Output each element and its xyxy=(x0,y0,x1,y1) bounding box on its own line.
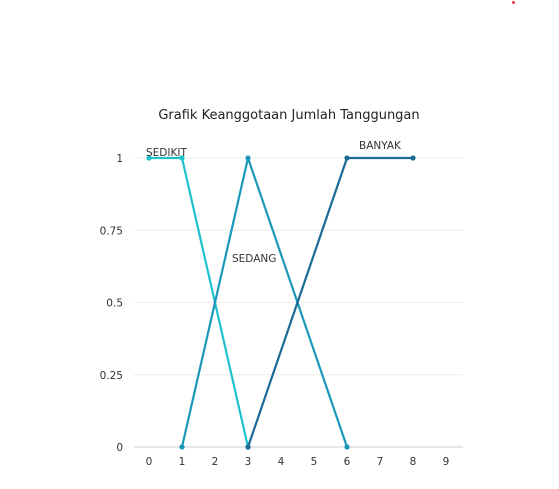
data-point-sedang xyxy=(344,444,350,450)
y-tick-label: 0.5 xyxy=(106,298,123,310)
x-tick-label: 1 xyxy=(179,456,186,468)
data-point-banyak xyxy=(245,444,251,450)
data-point-sedikit xyxy=(179,155,185,161)
x-tick-label: 8 xyxy=(410,456,417,468)
y-tick-label: 0 xyxy=(116,442,123,454)
x-tick-label: 4 xyxy=(278,456,285,468)
data-point-banyak xyxy=(410,155,416,161)
data-point-banyak xyxy=(344,155,350,161)
x-tick-label: 7 xyxy=(377,456,384,468)
x-tick-label: 9 xyxy=(443,456,450,468)
series-label-sedang: SEDANG xyxy=(232,253,276,265)
y-tick-label: 1 xyxy=(116,153,123,165)
y-tick-label: 0.75 xyxy=(100,225,123,237)
y-axis-ticks: 0 0.25 0.5 0.75 1 xyxy=(100,153,123,454)
x-tick-label: 3 xyxy=(245,456,252,468)
x-axis-ticks: 0 1 2 3 4 5 6 7 8 9 xyxy=(146,456,450,468)
y-tick-label: 0.25 xyxy=(100,370,123,382)
x-tick-label: 5 xyxy=(311,456,318,468)
data-point-sedang xyxy=(179,444,185,450)
data-point-sedang xyxy=(245,155,251,161)
series-label-sedikit: SEDIKIT xyxy=(146,147,187,159)
data-point-sedikit xyxy=(146,155,152,161)
x-tick-label: 0 xyxy=(146,456,153,468)
corner-marker-dot xyxy=(512,1,515,4)
series-labels: SEDIKIT SEDANG BANYAK xyxy=(146,140,402,265)
chart-title: Grafik Keanggotaan Jumlah Tanggungan xyxy=(158,108,419,123)
series-layer xyxy=(146,155,416,450)
x-tick-label: 2 xyxy=(212,456,219,468)
x-tick-label: 6 xyxy=(344,456,351,468)
series-label-banyak: BANYAK xyxy=(359,140,402,152)
